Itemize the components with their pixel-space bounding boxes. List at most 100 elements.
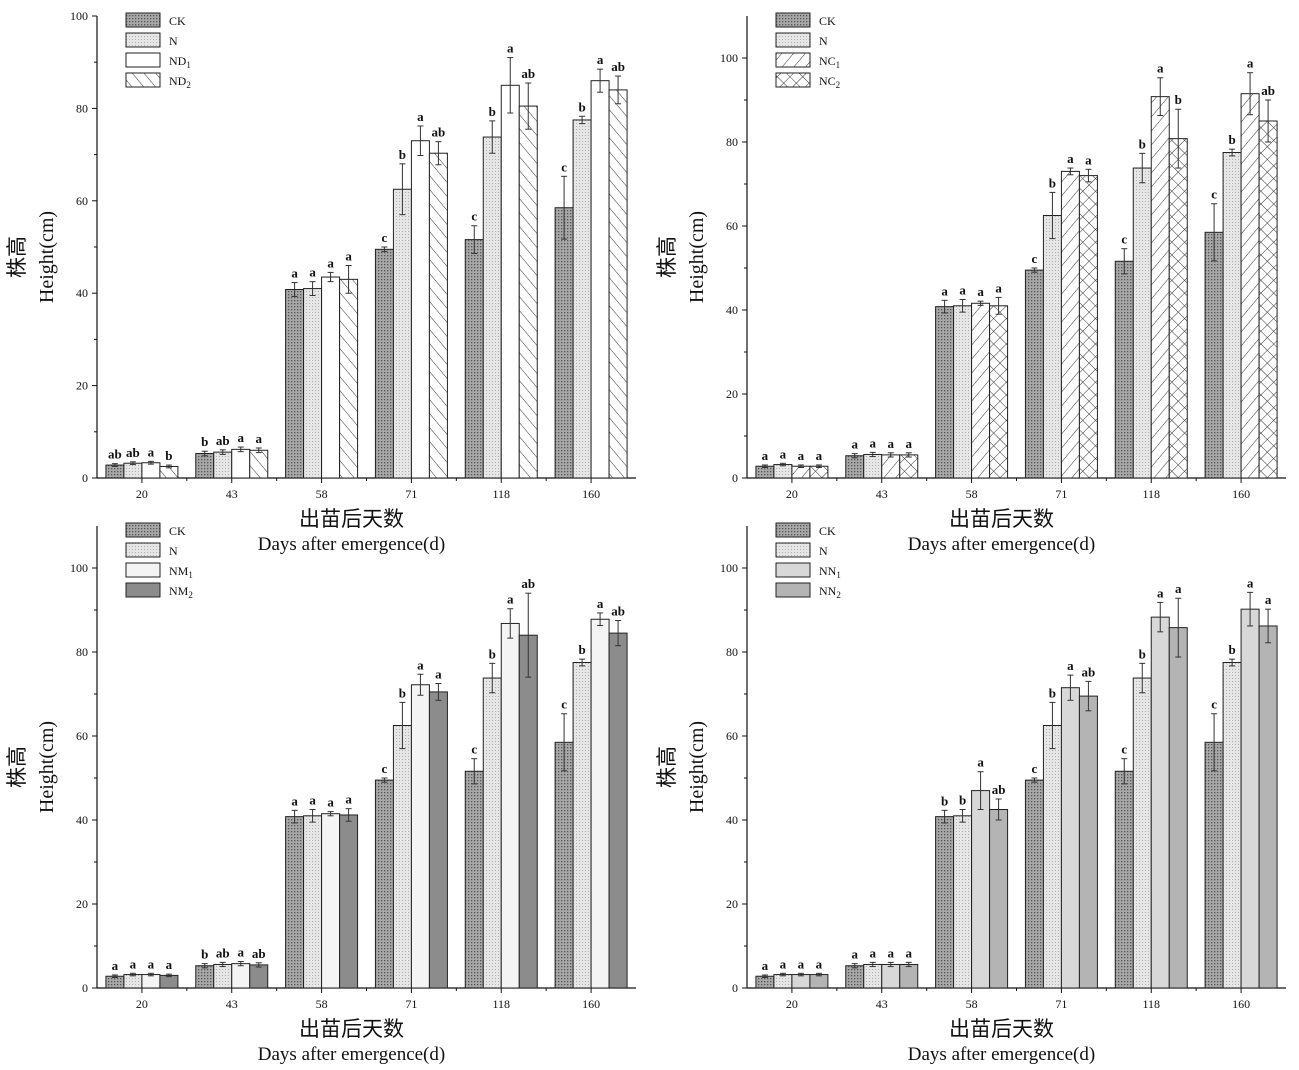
- axes: 0 20 40 60 80 100 20 43 58 71 118 160: [70, 9, 636, 501]
- legend-swatch-ck: [775, 522, 811, 538]
- significance-letter: b: [201, 947, 208, 962]
- error-bar: [815, 464, 822, 468]
- bar-ck-160: [1204, 231, 1224, 479]
- bar-ck-118: [464, 770, 484, 989]
- significance-letter: a: [1085, 152, 1092, 167]
- bar-nc2-20: [809, 465, 829, 479]
- y-axis-label-cn: 株高: [5, 236, 29, 278]
- significance-letter: a: [327, 795, 334, 810]
- significance-letter: b: [1175, 92, 1182, 107]
- error-bar: [147, 972, 154, 977]
- legend-label-nn1: NN1: [819, 564, 841, 580]
- bar-ck-58: [285, 289, 305, 479]
- bar-nc1-71: [1060, 170, 1080, 479]
- bar-n-160: [572, 119, 592, 479]
- bar-nn1-71: [1060, 687, 1080, 989]
- bar-ck-58: [935, 816, 955, 989]
- significance-letter: c: [382, 761, 388, 776]
- bar-nc1-43: [881, 454, 901, 479]
- error-bar: [797, 972, 804, 977]
- significance-letter: a: [345, 792, 352, 807]
- bar-nc1-20: [791, 465, 811, 479]
- significance-letter: a: [238, 945, 245, 960]
- x-tick-label: 160: [1232, 487, 1250, 501]
- x-tick-label: 20: [786, 997, 798, 1011]
- error-bar: [959, 299, 966, 313]
- significance-letter: b: [1139, 646, 1146, 661]
- significance-letter: a: [238, 430, 245, 445]
- bar-nn1-20: [791, 974, 811, 989]
- significance-letter: a: [1265, 592, 1272, 607]
- significance-letter: b: [578, 642, 585, 657]
- legend-label-ck: CK: [819, 14, 836, 28]
- significance-letter: a: [507, 41, 514, 56]
- error-bar: [761, 464, 768, 468]
- bar-ck-71: [374, 248, 394, 479]
- error-bar: [597, 612, 604, 627]
- x-tick-label: 118: [492, 487, 510, 501]
- error-bar: [1175, 108, 1182, 169]
- x-tick-label: 20: [136, 997, 148, 1011]
- significance-letter: b: [941, 793, 948, 808]
- error-bar: [309, 281, 316, 297]
- significance-letter: a: [816, 956, 823, 971]
- error-bar: [435, 141, 442, 166]
- bar-ck-43: [845, 455, 865, 479]
- significance-letter: b: [1049, 175, 1056, 190]
- significance-letter: a: [959, 283, 966, 298]
- bar-n-20: [123, 462, 143, 479]
- error-bar: [1175, 597, 1182, 658]
- error-bar: [779, 972, 786, 977]
- y-axis-label: Height(cm): [686, 211, 708, 303]
- error-bar: [995, 798, 1002, 821]
- significance-letter: a: [1157, 585, 1164, 600]
- x-axis-label-cn: 出苗后天数: [299, 507, 404, 531]
- significance-letter: ab: [521, 576, 535, 591]
- bar-nm1-43: [231, 963, 251, 989]
- error-bar: [399, 701, 406, 750]
- bar-n-118: [482, 677, 502, 989]
- significance-letter: a: [762, 448, 769, 463]
- bar-n-118: [1132, 167, 1152, 479]
- error-bar: [1085, 168, 1092, 183]
- bar-nn2-160: [1258, 625, 1278, 989]
- significance-letter: a: [995, 280, 1002, 295]
- significance-letter: ab: [992, 782, 1006, 797]
- error-bar: [1121, 758, 1128, 785]
- legend: CK N NN1 NN2: [775, 522, 841, 600]
- y-tick-label: 100: [720, 561, 738, 575]
- bar-nm1-58: [321, 813, 341, 989]
- significance-letter: b: [1049, 685, 1056, 700]
- significance-letter: a: [130, 956, 137, 971]
- x-tick-label: 118: [1142, 487, 1160, 501]
- y-tick-label: 80: [76, 101, 88, 115]
- bar-n-71: [1042, 725, 1062, 989]
- significance-letter: a: [870, 945, 877, 960]
- significance-letter: ab: [611, 604, 625, 619]
- significance-letter: a: [327, 255, 334, 270]
- bar-nm2-160: [608, 632, 628, 989]
- x-tick-label: 71: [1055, 487, 1067, 501]
- significance-letter: ab: [1261, 83, 1275, 98]
- significance-letter: b: [399, 147, 406, 162]
- bar-nm2-43: [249, 964, 269, 989]
- legend-label-ck: CK: [819, 524, 836, 538]
- error-bar: [887, 961, 894, 968]
- y-tick-label: 20: [76, 379, 88, 393]
- significance-letter: c: [1121, 742, 1127, 757]
- bar-ck-58: [935, 306, 955, 479]
- significance-letter: a: [309, 793, 316, 808]
- legend-swatch-n: [775, 542, 811, 558]
- x-tick-label: 43: [876, 997, 888, 1011]
- bar-n-58: [953, 305, 973, 479]
- error-bar: [1229, 658, 1236, 667]
- error-bar: [1049, 191, 1056, 240]
- significance-letter: a: [1067, 151, 1074, 166]
- x-tick-label: 118: [492, 997, 510, 1011]
- x-tick-label: 118: [1142, 997, 1160, 1011]
- error-bar: [579, 658, 586, 667]
- significance-letter: a: [291, 266, 298, 281]
- x-tick-label: 160: [582, 997, 600, 1011]
- significance-letter: ab: [126, 445, 140, 460]
